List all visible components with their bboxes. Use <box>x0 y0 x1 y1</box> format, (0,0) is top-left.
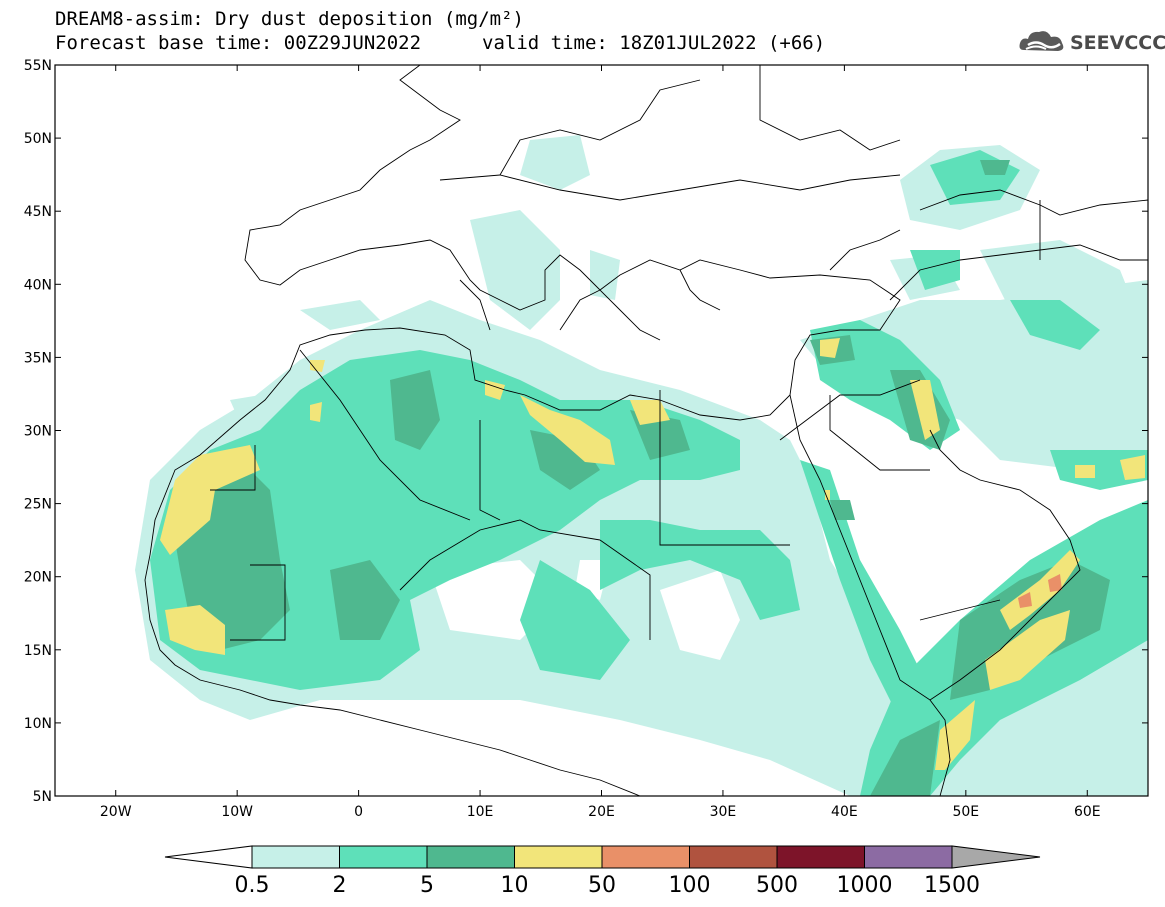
lat-label: 25N <box>24 497 52 513</box>
longitude-labels: 20W 10W 0 10E 20E 30E 40E 50E 60E <box>100 804 1101 820</box>
latitude-labels: 55N 50N 45N 40N 35N 30N 25N 20N 15N 10N 5N <box>24 58 52 805</box>
lat-label: 5N <box>33 789 52 805</box>
seevccc-logo: SEEVCCC <box>1018 26 1165 58</box>
colorbar-swatch <box>514 845 603 869</box>
colorbar-label: 1500 <box>924 873 980 898</box>
lon-label: 10W <box>221 804 253 820</box>
colorbar-under-arrow <box>164 845 253 869</box>
legend-colorbar <box>164 845 1041 869</box>
colorbar-swatch <box>689 845 778 869</box>
colorbar-label: 1000 <box>837 873 893 898</box>
lon-label: 20E <box>588 804 615 820</box>
colorbar-label: 50 <box>588 873 616 898</box>
lon-label: 50E <box>952 804 979 820</box>
lat-label: 40N <box>24 277 52 293</box>
lat-label: 35N <box>24 350 52 366</box>
colorbar-swatch <box>251 845 340 869</box>
lon-label: 0 <box>354 804 363 820</box>
colorbar-label: 2 <box>333 873 347 898</box>
axis-ticks <box>55 64 1148 797</box>
lat-label: 55N <box>24 58 52 74</box>
colorbar-label: 500 <box>756 873 798 898</box>
colorbar-swatch <box>776 845 865 869</box>
dust-level-10 <box>160 338 1145 770</box>
lat-label: 45N <box>24 204 52 220</box>
lat-label: 10N <box>24 716 52 732</box>
colorbar-swatch <box>339 845 428 869</box>
cloud-logo-icon <box>1019 31 1064 51</box>
legend-labels: 0.5 2 5 10 50 100 500 1000 1500 <box>235 873 981 898</box>
dust-level-50 <box>1018 574 1062 608</box>
lat-label: 20N <box>24 570 52 586</box>
lat-label: 15N <box>24 643 52 659</box>
colorbar-swatch <box>601 845 690 869</box>
lon-label: 60E <box>1074 804 1101 820</box>
colorbar-label: 0.5 <box>235 873 270 898</box>
coastlines-and-borders <box>144 65 1148 796</box>
lon-label: 20W <box>100 804 132 820</box>
logo-text: SEEVCCC <box>1070 32 1165 54</box>
colorbar-label: 10 <box>501 873 529 898</box>
colorbar-over-arrow <box>951 845 1041 869</box>
map-title: DREAM8-assim: Dry dust deposition (mg/m²… <box>55 8 524 30</box>
valid-time: valid time: 18Z01JUL2022 (+66) <box>482 32 826 54</box>
lon-label: 10E <box>467 804 494 820</box>
forecast-base-time: Forecast base time: 00Z29JUN2022 <box>55 32 422 54</box>
colorbar-label: 100 <box>669 873 711 898</box>
colorbar-swatch <box>426 845 515 869</box>
lat-label: 30N <box>24 424 52 440</box>
lat-label: 50N <box>24 131 52 147</box>
colorbar-label: 5 <box>420 873 434 898</box>
dust-fields <box>55 65 1148 796</box>
colorbar-swatch <box>864 845 953 869</box>
lon-label: 30E <box>710 804 737 820</box>
lon-label: 40E <box>831 804 858 820</box>
